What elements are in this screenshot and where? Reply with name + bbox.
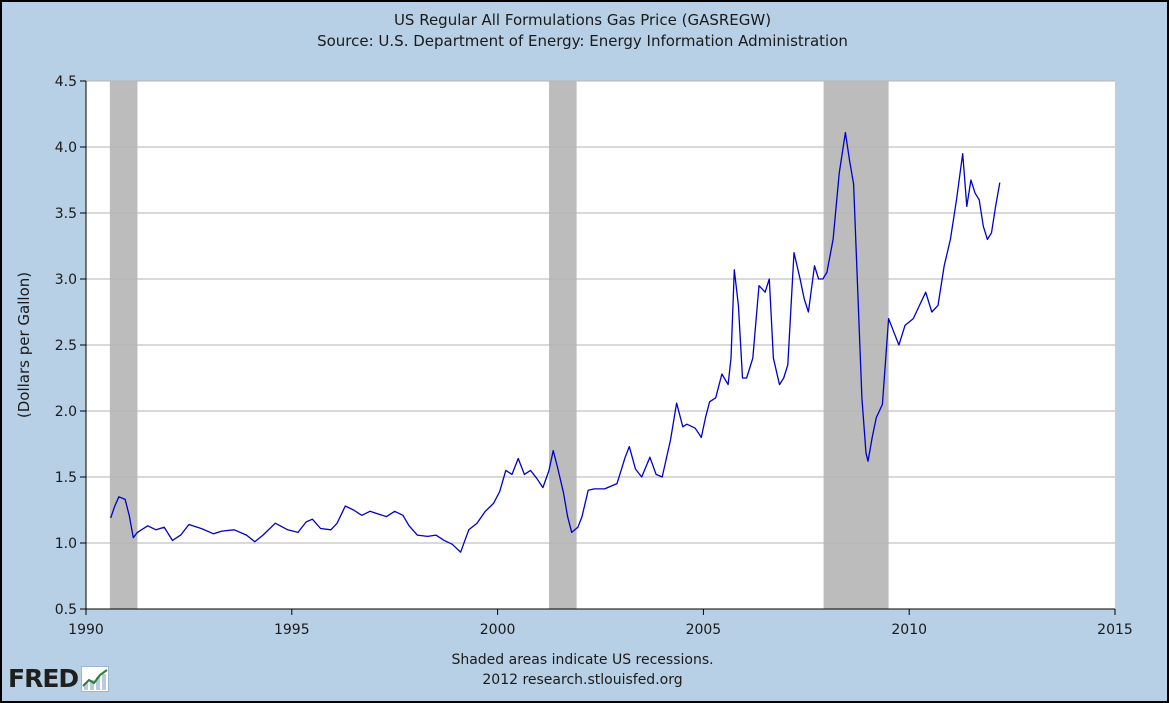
y-tick-label: 2.5 (55, 338, 77, 354)
x-tick-label: 2015 (1097, 622, 1133, 638)
trend-chart-icon (81, 665, 110, 692)
x-tick-label: 2010 (891, 622, 927, 638)
chart-header: US Regular All Formulations Gas Price (G… (0, 10, 1165, 52)
recession-note: Shaded areas indicate US recessions. (451, 652, 714, 668)
y-tick-label: 1.5 (55, 470, 77, 486)
x-tick-label: 1995 (274, 622, 310, 638)
y-axis-label: (Dollars per Gallon) (15, 272, 33, 418)
fred-logo-text: FRED (8, 664, 79, 693)
chart-subtitle: Source: U.S. Department of Energy: Energ… (317, 32, 848, 50)
y-tick-label: 3.5 (55, 206, 77, 222)
chart-footer: Shaded areas indicate US recessions. 201… (0, 650, 1165, 690)
y-tick-label: 4.5 (55, 74, 77, 90)
x-tick-label: 1990 (68, 622, 104, 638)
chart-title: US Regular All Formulations Gas Price (G… (393, 11, 772, 29)
y-tick-label: 1.0 (55, 536, 77, 552)
y-tick-label: 3.0 (55, 272, 77, 288)
fred-logo: FRED (8, 664, 110, 693)
copyright-line: 2012 research.stlouisfed.org (482, 672, 683, 688)
y-tick-label: 2.0 (55, 404, 77, 420)
gas-price-line (110, 131, 1001, 553)
x-tick-label: 2005 (686, 622, 722, 638)
x-tick-label: 2000 (480, 622, 516, 638)
y-tick-label: 4.0 (55, 140, 77, 156)
y-tick-label: 0.5 (55, 602, 77, 618)
